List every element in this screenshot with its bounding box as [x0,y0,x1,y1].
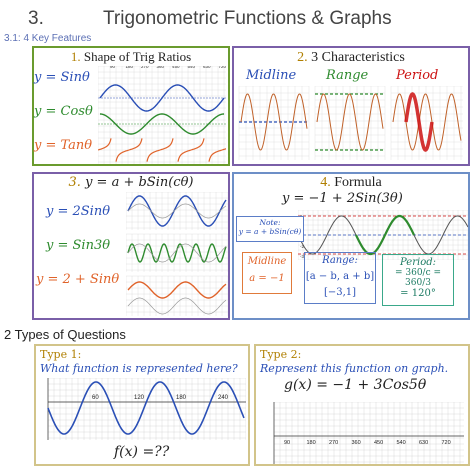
type1-graph: 60 120 180 240 [47,378,246,440]
tick-label: 180 [307,440,316,446]
subtitle: 3.1: 4 Key Features [4,33,92,44]
type2-box: Type 2: Represent this function on graph… [254,344,470,466]
period-heading: Period [396,68,439,83]
tick-label: 450 [374,440,383,446]
characteristics-graphs [238,86,463,160]
eq-sin: y = Sinθ [34,70,90,85]
panel1-heading: 1. Shape of Trig Ratios [70,49,192,64]
tick-label: 540 [397,440,406,446]
type2-function: g(x) = −1 + 3Cos5θ [284,377,427,393]
eq-cos: y = Cosθ [34,104,93,119]
tick-label: 90 [110,66,116,69]
tick-label: 360 [352,440,361,446]
midline-box: Midline a = −1 [242,252,292,294]
note-box: Note: y = a + bSin(cθ) [236,216,304,242]
tick-label: 60 [92,395,99,401]
range-box: Range: [a − b, a + b] [−3,1] [304,252,376,304]
type1-curve [47,381,245,435]
tick-label: 270 [141,66,149,69]
eq-2sin: y = 2Sinθ [46,204,111,219]
tick-label: 450 [172,66,180,69]
tick-label: 360 [157,66,165,69]
tick-label: 630 [203,66,211,69]
formula-main: y = −1 + 2Sin(3θ) [282,191,403,206]
panel3-heading: 3. y = a + bSin(cθ) [68,175,194,190]
section2-title: 2 Types of Questions [4,327,126,342]
eq-tan: y = Tanθ [34,138,93,153]
tick-label: 120 [134,395,145,401]
type1-question: What function is represented here? [40,362,238,375]
tick-label: 270 [329,440,338,446]
period-highlight [404,92,434,152]
cos-curve [100,113,224,135]
tick-label: 540 [188,66,196,69]
eq-2-plus-sin: y = 2 + Sinθ [36,272,120,287]
type1-function: f(x) =?? [114,444,170,460]
tick-label: -2 [300,244,304,249]
tick-label: 240 [218,395,229,401]
panel-shape-of-trig-ratios: 1. Shape of Trig Ratios y = Sinθ y = Cos… [32,46,230,166]
period-box: Period: = 360/c = 360/3 = 120° [382,254,454,306]
tick-label: 90 [284,440,290,446]
type1-box: Type 1: What function is represented her… [34,344,250,466]
panel-3-characteristics: 2. 3 Characteristics Midline Range Perio… [232,46,470,166]
midline-heading: Midline [246,68,297,83]
panel-a-b-c-form: 3. y = a + bSin(cθ) y = 2Sinθ y = Sin3θ … [32,172,230,320]
eq-sin3: y = Sin3θ [46,238,111,253]
panel-formula: 4. Formula y = −1 + 2Sin(3θ) 10-1-2-3 No… [232,172,470,320]
sin-curve [99,84,225,112]
tick-label: 720 [442,440,451,446]
trig-ratio-graphs: 90 180 270 360 450 540 630 720 [98,66,226,164]
section-number: 3. [28,8,44,29]
tick-label: 630 [419,440,428,446]
type2-label: Type 2: [260,348,302,361]
type2-blank-grid: 90 180 270 360 450 540 630 720 [273,402,464,464]
panel2-heading: 2. 3 Characteristics [297,50,405,65]
tick-label: 180 [126,66,134,69]
tick-label: 180 [176,395,187,401]
panel4-heading: 4. Formula [320,175,382,190]
page-title: 3. Trigonometric Functions & Graphs [28,8,392,30]
type2-question: Represent this function on graph. [260,362,449,375]
section-title: Trigonometric Functions & Graphs [103,8,392,29]
type1-label: Type 1: [40,348,82,361]
tan-curve [98,138,226,162]
tick-label: 720 [219,66,227,69]
range-heading: Range [326,68,369,83]
transformation-graphs [126,192,228,316]
tick-label: -3 [300,254,304,259]
